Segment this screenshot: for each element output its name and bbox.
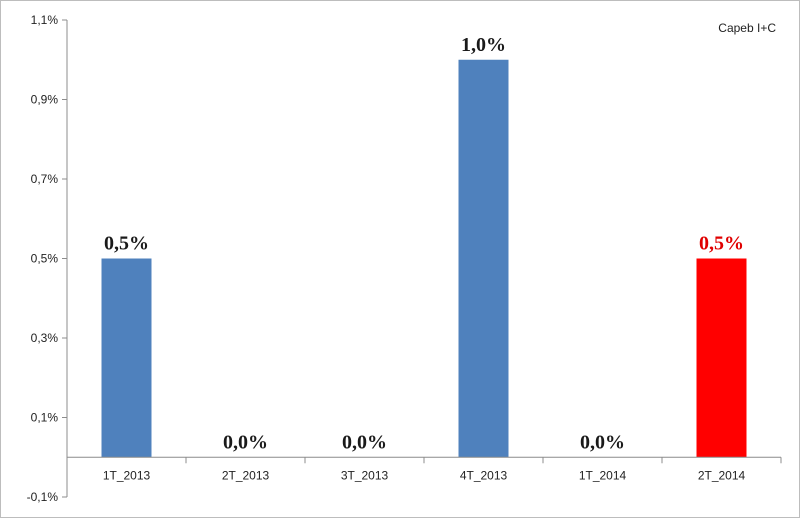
data-label: 1,0% [461, 34, 506, 56]
x-axis: 1T_2013 2T_2013 3T_2013 4T_2013 1T_2014 2T_20… [66, 456, 782, 482]
y-tick-label: 0,7% [31, 172, 59, 186]
x-tick-label: 2T_2014 [698, 468, 746, 482]
y-axis: -0,1% 0,1% 0,3% 0,5% 0,7% 0,9% 1,1% [27, 13, 68, 504]
y-tick-label: 0,9% [31, 93, 59, 107]
x-tick-label: 2T_2013 [222, 468, 270, 482]
data-labels: 0,5% 0,0% 0,0% 1,0% 0,0% 0,5% [104, 34, 744, 454]
y-tick-label: 0,5% [31, 252, 59, 266]
y-tick-label: -0,1% [27, 490, 59, 504]
data-label: 0,5% [699, 233, 744, 255]
x-tick-label: 3T_2013 [341, 468, 389, 482]
bar-1t-2013 [101, 258, 152, 458]
y-tick-label: 1,1% [31, 13, 59, 27]
x-tick-label: 4T_2013 [460, 468, 508, 482]
y-tick-label: 0,1% [31, 411, 59, 425]
data-label: 0,0% [342, 431, 387, 453]
x-tick-label: 1T_2013 [103, 468, 151, 482]
x-tick-label: 1T_2014 [579, 468, 627, 482]
data-label: 0,5% [104, 233, 149, 255]
bar-4t-2013 [458, 59, 509, 458]
data-label: 0,0% [580, 431, 625, 453]
source-label: Capeb I+C [718, 21, 776, 35]
bar-2t-2014 [696, 258, 747, 458]
data-label: 0,0% [223, 431, 268, 453]
y-tick-label: 0,3% [31, 331, 59, 345]
bars [101, 59, 747, 458]
